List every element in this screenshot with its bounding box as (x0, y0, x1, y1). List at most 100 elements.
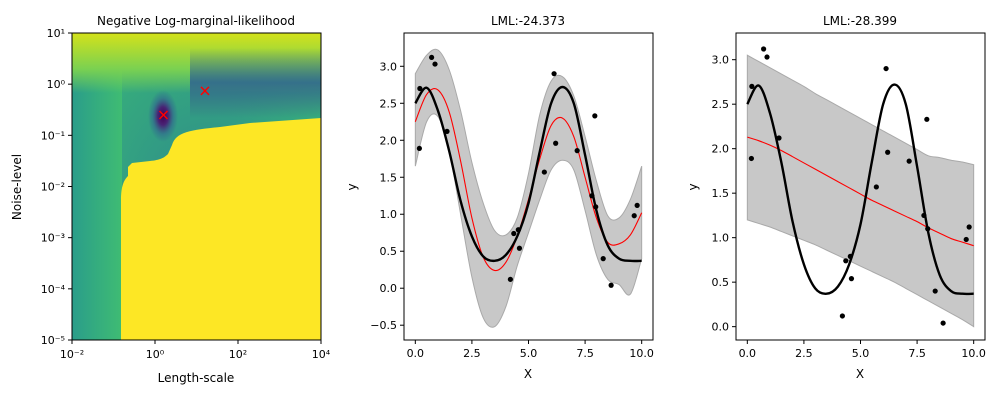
x-axis-ticks: 10⁻² 10⁰ 10² 10⁴ (60, 340, 331, 361)
gp-fit-panel-1: LML:-24.373 0.0 2.5 5.0 7.5 10.0 −0.5 0.0 0.5 1.… (345, 14, 654, 381)
y-tick-label: 10⁻¹ (41, 129, 65, 142)
prediction-line (747, 136, 974, 247)
x-tick-label: 10.0 (961, 347, 986, 360)
x-axis-label: X (524, 367, 532, 381)
x-tick-label: 0.0 (407, 347, 425, 360)
y-axis-label: Noise-level (10, 154, 24, 220)
data-point (925, 226, 931, 232)
y-tick-label: 1.5 (380, 171, 398, 184)
y-tick-label: 10¹ (47, 27, 65, 40)
y-tick-label: 2.5 (712, 98, 730, 111)
x-tick-label: 2.5 (795, 347, 813, 360)
panel-title: Negative Log-marginal-likelihood (97, 14, 295, 28)
panel-title: LML:-28.399 (823, 14, 897, 28)
optimum-marker (200, 86, 210, 96)
y-tick-label: 1.5 (712, 187, 730, 200)
x-tick-label: 7.5 (576, 347, 594, 360)
y-tick-label: 10⁻⁵ (41, 334, 65, 347)
x-tick-label: 10⁴ (312, 348, 331, 361)
data-point (631, 213, 637, 219)
true-function-line (414, 85, 642, 263)
y-axis-ticks: 10⁻⁵ 10⁻⁴ 10⁻³ 10⁻² 10⁻¹ 10⁰ 10¹ (41, 27, 72, 347)
data-point (515, 227, 521, 233)
data-point (906, 158, 912, 164)
confidence-band (414, 48, 643, 328)
y-tick-label: 10⁻³ (41, 232, 65, 245)
data-point (608, 282, 614, 288)
data-point (541, 169, 547, 175)
y-tick-label: −0.5 (370, 319, 397, 332)
x-tick-label: 5.0 (852, 347, 870, 360)
x-tick-label: 7.5 (908, 347, 926, 360)
data-point (417, 85, 423, 92)
y-tick-label: 10⁻⁴ (41, 283, 66, 296)
y-tick-label: 0.0 (712, 321, 730, 334)
plot-area (414, 48, 643, 328)
data-point (966, 224, 972, 230)
data-point (883, 65, 889, 72)
x-axis-label: Length-scale (158, 371, 235, 385)
optimum-marker (158, 110, 169, 120)
data-point (507, 276, 513, 282)
axis-ticks: 0.0 2.5 5.0 7.5 10.0 −0.5 0.0 0.5 1.0 1.5 2.0 2.5 3.… (370, 60, 654, 360)
gp-fit-panel-2: LML:-28.399 0.0 2.5 5.0 7.5 10.0 0.0 0.5 1.0 1.5… (686, 14, 986, 381)
y-tick-label: 0.5 (712, 276, 730, 289)
y-tick-label: 1.0 (712, 232, 730, 245)
y-axis-label: y (686, 183, 700, 190)
y-tick-label: 2.0 (712, 143, 730, 156)
data-point (764, 54, 770, 60)
data-point (932, 288, 938, 294)
plot-area (746, 46, 975, 328)
data-point (749, 83, 755, 89)
x-tick-label: 10⁻² (60, 348, 84, 361)
data-point (748, 155, 754, 162)
y-tick-label: 2.0 (380, 134, 398, 147)
y-tick-label: 0.5 (380, 245, 398, 258)
data-point (511, 230, 517, 237)
y-tick-label: 2.5 (380, 97, 398, 110)
data-point (600, 256, 606, 262)
nlml-heatmap-panel: Negative Log-marginal-likelihood 10⁻² 10⁰… (10, 14, 331, 385)
optimum-markers (158, 86, 210, 120)
x-axis-label: X (856, 367, 864, 381)
panel-title: LML:-24.373 (491, 14, 565, 28)
confidence-band (746, 54, 975, 328)
data-point (589, 193, 595, 199)
y-tick-label: 10⁻² (41, 181, 65, 194)
data-point (429, 54, 435, 61)
data-point (873, 184, 879, 190)
data-point (574, 148, 580, 154)
x-tick-label: 10.0 (629, 347, 654, 360)
data-point (963, 236, 969, 243)
x-tick-label: 0.0 (739, 347, 757, 360)
data-point (843, 258, 849, 264)
x-tick-label: 10² (229, 348, 247, 361)
true-function-line (746, 83, 974, 296)
data-point (940, 320, 946, 326)
data-point (432, 61, 438, 67)
y-tick-label: 10⁰ (47, 78, 66, 91)
data-point (885, 149, 891, 155)
data-point (551, 71, 557, 77)
data-point (416, 145, 422, 152)
y-tick-label: 3.0 (380, 60, 398, 73)
data-point (848, 276, 855, 282)
data-point (444, 128, 450, 134)
x-tick-label: 5.0 (520, 347, 538, 360)
data-point (634, 202, 640, 208)
y-tick-label: 0.0 (380, 282, 398, 295)
data-point (516, 245, 523, 251)
axis-ticks: 0.0 2.5 5.0 7.5 10.0 0.0 0.5 1.0 1.5 2.0 2.5 3.0 (712, 54, 986, 360)
x-tick-label: 2.5 (463, 347, 481, 360)
data-point (847, 253, 853, 259)
x-tick-label: 10⁰ (146, 348, 165, 361)
y-axis-label: y (345, 183, 359, 190)
data-point (776, 135, 782, 141)
data-point (921, 212, 927, 219)
data-point (839, 313, 845, 319)
y-tick-label: 1.0 (380, 208, 398, 221)
y-tick-label: 3.0 (712, 54, 730, 67)
heatmap-image (72, 33, 321, 340)
data-point (592, 113, 598, 119)
